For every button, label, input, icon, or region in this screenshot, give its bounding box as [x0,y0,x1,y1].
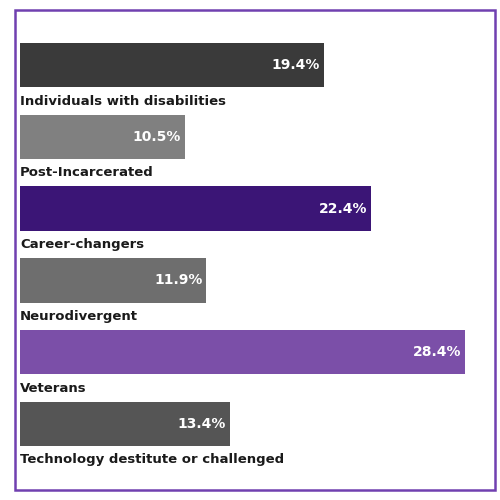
Text: 13.4%: 13.4% [178,417,226,431]
Text: 28.4%: 28.4% [412,346,461,360]
Text: Career-changers: Career-changers [20,238,144,251]
Text: Technology destitute or challenged: Technology destitute or challenged [20,454,284,466]
Text: 19.4%: 19.4% [272,58,320,72]
Text: Individuals with disabilities: Individuals with disabilities [20,94,226,108]
Bar [20,330,465,374]
Text: 10.5%: 10.5% [132,130,180,144]
Bar [20,258,206,302]
Text: Post-Incarcerated: Post-Incarcerated [20,166,154,179]
Text: Neurodivergent: Neurodivergent [20,310,138,323]
Bar [20,402,230,446]
Text: 11.9%: 11.9% [154,274,202,287]
Bar [20,114,184,159]
Bar [20,186,371,231]
Text: 22.4%: 22.4% [318,202,367,215]
Bar [20,43,324,88]
Text: Veterans: Veterans [20,382,86,394]
